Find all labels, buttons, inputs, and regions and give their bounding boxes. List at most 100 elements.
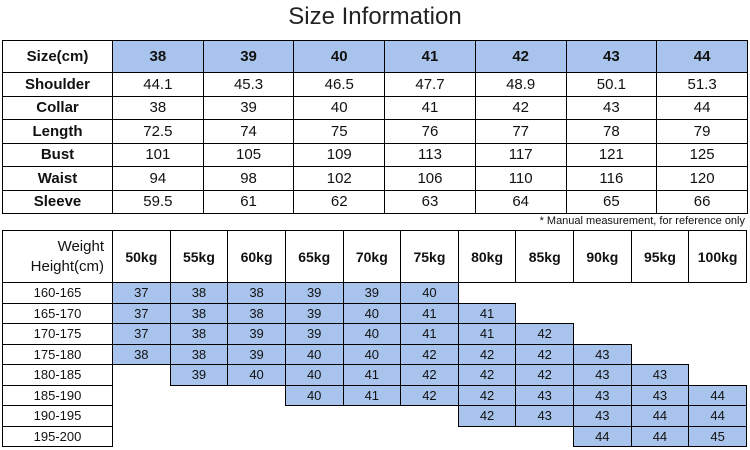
recommended-size-cell: 42 [457, 364, 517, 386]
recommended-size-cell: 40 [342, 343, 402, 365]
recommended-size-cell: 43 [573, 364, 632, 386]
size-cell: 94 [112, 166, 204, 191]
size-cell: 98 [202, 166, 295, 191]
size-cell: 101 [112, 142, 204, 167]
size-row: Waist 94 98 102 106 110 116 120 [2, 166, 748, 191]
height-range-label: 170-175 [2, 323, 113, 345]
height-row: 175-180 38 38 39 40 40 42 42 42 43 [2, 343, 747, 365]
recommended-size-cell: 39 [169, 364, 229, 386]
empty-cell [170, 426, 228, 447]
recommended-size-cell: 40 [342, 302, 402, 324]
size-cell: 117 [474, 142, 567, 167]
recommended-size-cell: 43 [573, 384, 632, 406]
recommended-size-cell: 38 [169, 282, 229, 304]
size-row-label: Length [2, 119, 113, 144]
recommended-size-cell: 37 [112, 302, 171, 324]
size-cell: 62 [293, 189, 386, 214]
recommended-size-cell: 40 [227, 364, 286, 386]
size-cell: 61 [202, 189, 295, 214]
size-column-header: 42 [474, 40, 567, 73]
size-cell: 79 [656, 119, 748, 144]
empty-cell [516, 426, 574, 447]
height-row: 180-185 39 40 40 41 42 42 42 43 43 [2, 364, 747, 386]
height-range-label: 175-180 [2, 343, 113, 365]
size-cell: 72.5 [112, 119, 204, 144]
empty-cell [516, 303, 574, 324]
empty-cell [631, 283, 689, 304]
size-row-label: Waist [2, 166, 113, 191]
size-cell: 46.5 [293, 72, 386, 97]
empty-cell [689, 303, 747, 324]
height-row: 170-175 37 38 39 39 40 41 41 42 [2, 323, 747, 345]
weight-column-header: 90kg [573, 230, 632, 283]
empty-cell [574, 283, 632, 304]
size-cell: 125 [656, 142, 748, 167]
empty-cell [170, 406, 228, 427]
empty-cell [113, 385, 171, 406]
empty-cell [689, 344, 747, 365]
size-column-header: 40 [293, 40, 386, 73]
recommended-size-cell: 38 [112, 343, 171, 365]
recommended-size-cell: 41 [342, 364, 402, 386]
empty-cell [228, 426, 286, 447]
size-cell: 78 [565, 119, 658, 144]
recommended-size-cell: 38 [169, 323, 229, 345]
size-cell: 48.9 [474, 72, 567, 97]
size-column-header: 39 [202, 40, 295, 73]
size-column-header: 43 [565, 40, 658, 73]
size-cell: 113 [384, 142, 476, 167]
size-table: Size(cm) 38 39 40 41 42 43 44 Shoulder 44.1 45.3 46… [2, 40, 748, 214]
size-cell: 74 [202, 119, 295, 144]
recommended-size-cell: 42 [400, 364, 459, 386]
weight-column-header: 50kg [112, 230, 171, 283]
recommended-size-cell: 40 [284, 364, 344, 386]
size-cell: 42 [474, 95, 567, 120]
recommended-size-cell: 39 [284, 282, 344, 304]
recommended-size-cell: 38 [227, 282, 286, 304]
weight-column-header: 75kg [400, 230, 459, 283]
weight-column-header: 85kg [515, 230, 574, 283]
recommended-size-cell: 40 [284, 343, 344, 365]
weight-height-corner: Weight Height(cm) [2, 230, 113, 283]
empty-cell [689, 324, 747, 345]
recommended-size-cell: 43 [573, 405, 632, 427]
size-column-header: 38 [112, 40, 204, 73]
size-column-header: 44 [656, 40, 748, 73]
empty-cell [631, 344, 689, 365]
empty-cell [285, 426, 343, 447]
size-recommendation-table: Weight Height(cm) 50kg 55kg 60kg 65kg 70kg 75kg… [2, 230, 747, 447]
recommended-size-cell: 43 [630, 364, 690, 386]
empty-cell [689, 283, 747, 304]
recommended-size-cell: 41 [400, 302, 459, 324]
height-range-label: 165-170 [2, 302, 113, 324]
weight-column-header: 95kg [630, 230, 690, 283]
empty-cell [113, 365, 171, 386]
recommended-size-cell: 41 [457, 323, 517, 345]
weight-column-header: 70kg [342, 230, 402, 283]
empty-cell [343, 426, 401, 447]
weight-column-header: 80kg [457, 230, 517, 283]
recommended-size-cell: 39 [227, 343, 286, 365]
recommended-size-cell: 42 [400, 384, 459, 406]
size-row: Collar 38 39 40 41 42 43 44 [2, 95, 748, 120]
recommended-size-cell: 43 [573, 343, 632, 365]
weight-column-header: 55kg [169, 230, 229, 283]
height-range-label: 190-195 [2, 405, 113, 427]
size-row: Length 72.5 74 75 76 77 78 79 [2, 119, 748, 144]
height-row: 190-195 42 43 43 44 44 [2, 405, 747, 427]
recommended-size-cell: 44 [573, 425, 632, 447]
size-row-label: Sleeve [2, 189, 113, 214]
size-cell: 76 [384, 119, 476, 144]
size-row-label: Bust [2, 142, 113, 167]
empty-cell [631, 303, 689, 324]
size-cell: 59.5 [112, 189, 204, 214]
size-cell: 39 [202, 95, 295, 120]
recommended-size-cell: 39 [284, 323, 344, 345]
empty-cell [343, 406, 401, 427]
size-cell: 105 [202, 142, 295, 167]
size-row: Bust 101 105 109 113 117 121 125 [2, 142, 748, 167]
recommended-size-cell: 42 [515, 323, 574, 345]
size-cell: 45.3 [202, 72, 295, 97]
recommended-size-cell: 45 [688, 425, 747, 447]
recommended-size-cell: 44 [630, 425, 690, 447]
